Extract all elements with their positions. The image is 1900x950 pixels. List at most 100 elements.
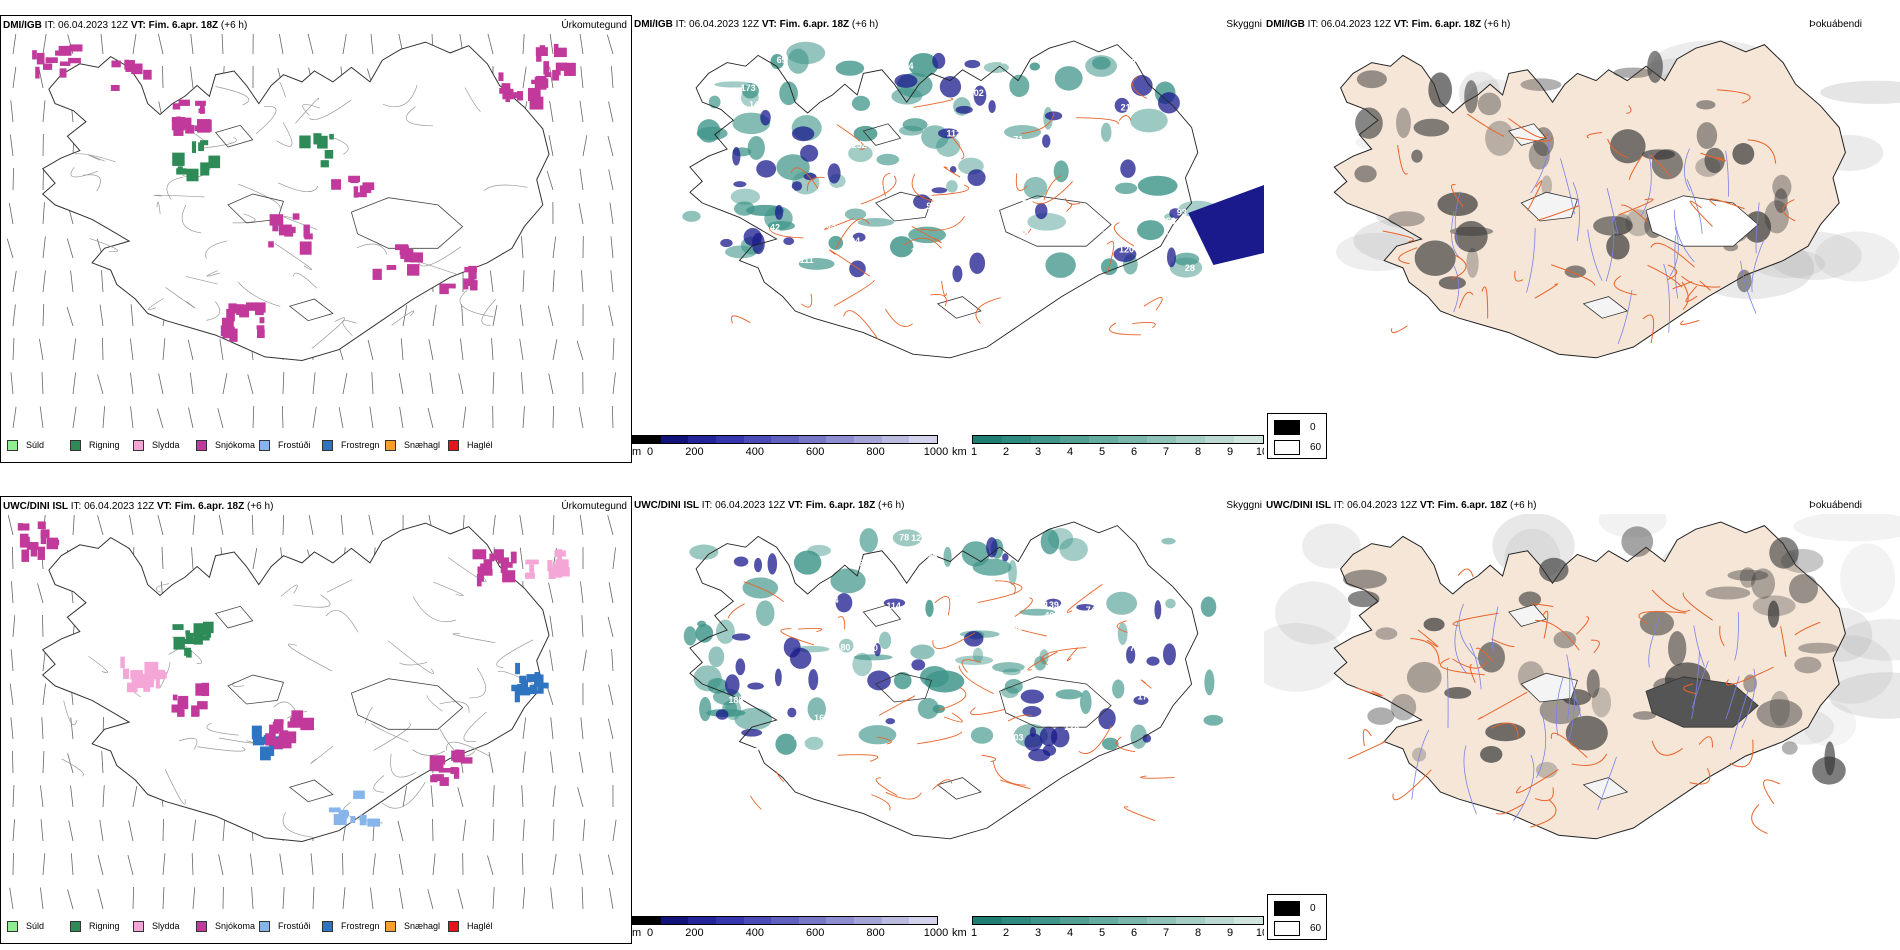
road-line	[975, 297, 1001, 324]
road-line	[977, 582, 1023, 603]
wind-barb	[342, 373, 348, 395]
legend-swatch	[322, 920, 333, 932]
fog-blob	[1388, 211, 1425, 227]
road-line	[197, 746, 246, 752]
road-line	[1782, 199, 1796, 222]
wind-barb	[102, 785, 105, 808]
cloud-base-label: 94	[904, 61, 914, 71]
river-line	[1469, 642, 1482, 690]
glacier-outline	[936, 296, 982, 319]
road-line	[153, 194, 205, 198]
road-line	[1452, 612, 1499, 627]
road-line	[218, 737, 254, 744]
precip-cell	[509, 92, 521, 99]
colorbar-tick: 600	[806, 927, 825, 939]
wind-barb	[162, 887, 165, 910]
cloud-base-blob	[1114, 97, 1130, 113]
legend-item: Rigning	[70, 438, 133, 452]
vt-label: VT:	[130, 20, 146, 31]
wind-barb	[552, 515, 555, 536]
wind-barb	[12, 785, 15, 808]
colorbar-tick: 1	[970, 927, 978, 939]
legend-label: Snæhagl	[404, 440, 441, 450]
wind-barb	[546, 685, 554, 706]
precip-cell	[19, 533, 29, 548]
colorbar-tick: 2	[1002, 446, 1010, 458]
precip-cell	[201, 682, 210, 697]
cloud-base-label: 530	[901, 150, 916, 160]
visibility-blob	[879, 631, 892, 650]
road-line	[277, 182, 319, 192]
colorbar-swatch	[1060, 436, 1089, 443]
wind-barb	[42, 683, 46, 706]
panel-header: UWC/DINI ISL IT: 06.04.2023 12Z VT: Fim.…	[1266, 500, 1536, 511]
precip-cell	[183, 638, 198, 645]
road-line	[932, 632, 976, 649]
fog-panel-row1: DMI/IGB IT: 06.04.2023 12Z VT: Fim. 6.ap…	[1264, 15, 1900, 463]
fog-legend-row: 0	[1274, 901, 1316, 916]
legend-swatch	[259, 439, 270, 451]
precip-cell	[172, 152, 185, 166]
wind-barb	[429, 372, 434, 395]
precip-cell	[255, 302, 266, 313]
river-line	[1411, 729, 1430, 800]
fog-blob	[1613, 213, 1632, 235]
road-line	[463, 712, 487, 743]
road-line	[1439, 657, 1485, 676]
cloud-base-unit: m	[632, 927, 642, 939]
river-line	[1587, 229, 1603, 281]
precip-cell	[21, 523, 30, 531]
cloud-base-label: 260	[1161, 216, 1176, 226]
road-line	[913, 98, 954, 108]
legend-label: Snjókoma	[215, 440, 256, 450]
road-line	[1709, 198, 1745, 210]
wind-barb	[612, 372, 616, 395]
cloud-base-label: 20	[785, 187, 795, 197]
road-network	[70, 82, 528, 349]
wind-barb	[312, 372, 316, 395]
precip-cell	[331, 179, 342, 190]
panel-header: DMI/IGB IT: 06.04.2023 12Z VT: Fim. 6.ap…	[3, 20, 247, 31]
wind-barb	[611, 406, 614, 429]
visibility-blob	[770, 54, 784, 70]
fog-blob	[1772, 174, 1792, 200]
wind-barb	[370, 887, 374, 910]
road-line	[1689, 767, 1711, 785]
road-line	[1066, 583, 1103, 613]
road-line	[943, 166, 961, 178]
precip-cell	[184, 647, 192, 656]
wind-barb	[12, 819, 15, 842]
road-line	[452, 633, 496, 644]
road-line	[497, 670, 539, 688]
road-line	[215, 86, 249, 106]
legend-swatch	[7, 920, 18, 932]
visibility-blob	[835, 60, 865, 76]
road-line	[1683, 683, 1697, 695]
precip-cell	[200, 140, 209, 146]
precip-cell	[299, 241, 312, 255]
road-line	[237, 281, 281, 307]
precip-cell	[221, 317, 234, 328]
colorbar-swatch	[1176, 436, 1205, 443]
fog-blob	[1355, 107, 1383, 139]
fog-blob	[1464, 80, 1478, 114]
wind-barb	[278, 34, 284, 55]
wind-barb	[219, 338, 224, 361]
visibility-blob	[902, 118, 928, 132]
legend-item: Slydda	[133, 919, 196, 933]
visibility-unit: km	[952, 927, 967, 939]
fog-blob	[1428, 72, 1453, 108]
wind-barb	[492, 305, 498, 327]
river-line	[1530, 132, 1550, 194]
visibility-blob	[1115, 182, 1138, 195]
cloud-base-label: 22	[984, 696, 994, 706]
colorbar-swatch	[881, 917, 910, 924]
cloud-base-label: 69	[826, 220, 836, 230]
road-line	[1700, 152, 1726, 162]
wind-barb	[579, 853, 584, 876]
fog-blob	[1354, 165, 1377, 183]
cloud-base-colorbar: m 0 200 400 600 800 1000	[632, 435, 948, 459]
cloud-base-label: 258	[1013, 227, 1028, 237]
wind-barb	[552, 236, 557, 259]
visibility-blob	[892, 529, 922, 547]
